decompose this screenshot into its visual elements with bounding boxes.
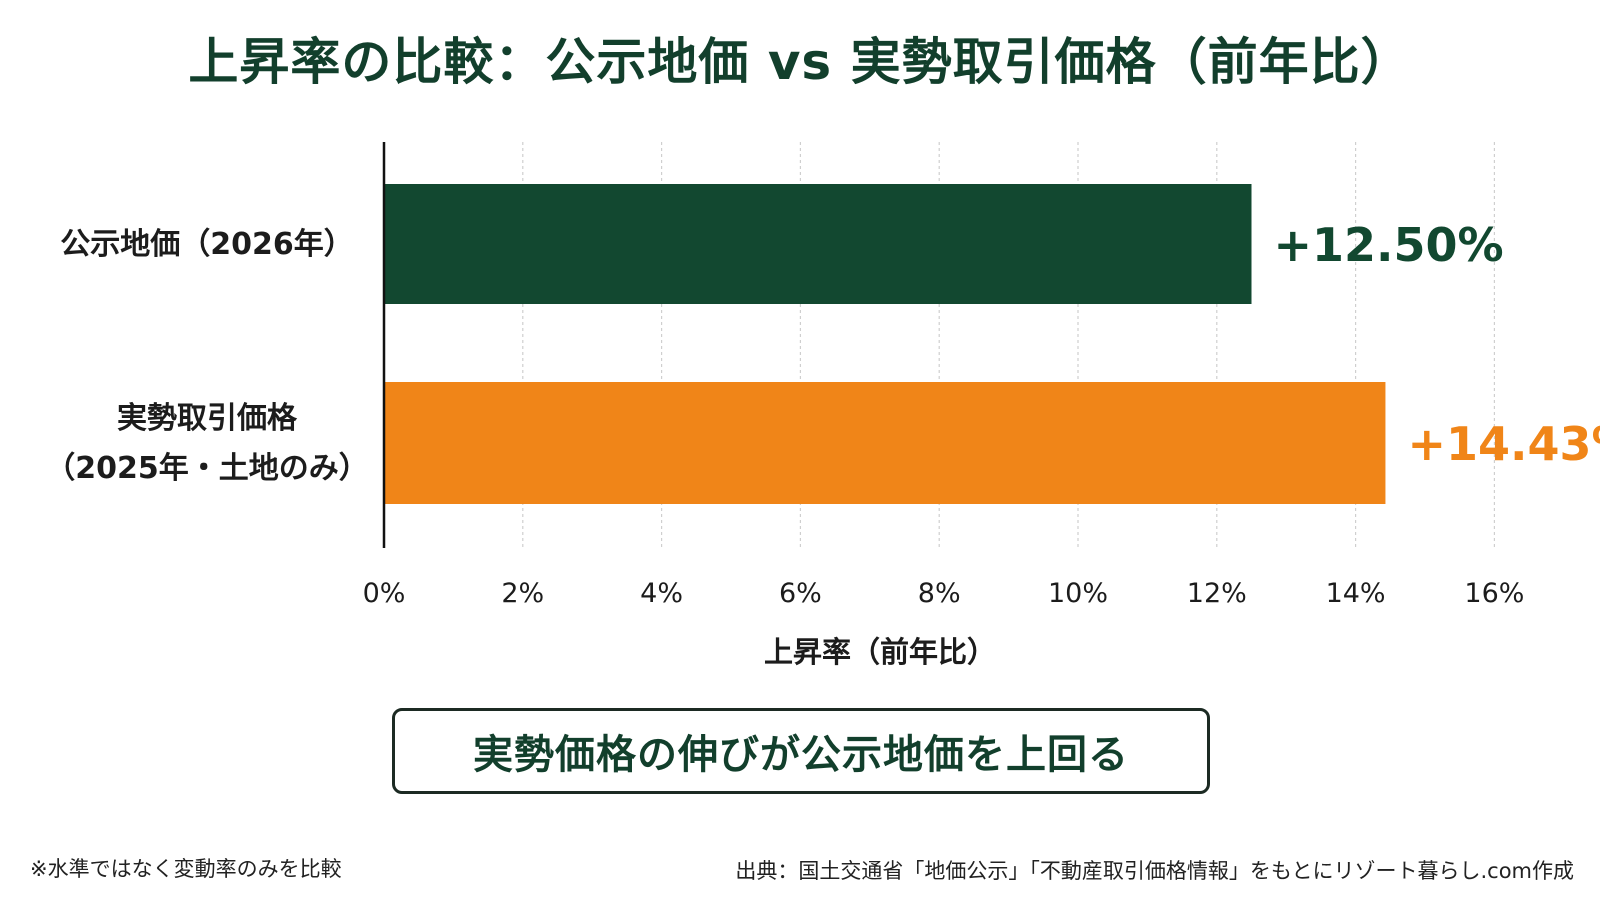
value-label: +12.50% [1274,218,1504,272]
x-tick-label: 12% [1187,578,1247,609]
value-label: +14.43% [1407,417,1600,471]
x-tick-label: 8% [918,578,961,609]
x-tick-label: 0% [363,578,406,609]
x-tick-label: 16% [1464,578,1524,609]
category-label: 公示地価（2026年） [60,227,354,262]
footnote: ※水準ではなく変動率のみを比較 [30,857,342,881]
source-note: 出典：国土交通省「地価公示」「不動産取引価格情報」をもとにリゾート暮らし.com… [735,859,1574,883]
value-labels: +12.50% +14.43% [1274,218,1600,471]
bar-chart: 公示地価（2026年） 実勢取引価格 （2025年・土地のみ） +12.50% +14… [45,142,1600,669]
callout-text: 実勢価格の伸びが公示地価を上回る [473,732,1129,778]
chart-title: 上昇率の比較：公示地価 vs 実勢取引価格（前年比） [188,33,1412,91]
x-tick-label: 14% [1326,578,1386,609]
x-tick-label: 10% [1048,578,1108,609]
category-labels: 公示地価（2026年） 実勢取引価格 （2025年・土地のみ） [45,227,369,486]
x-tick-label: 6% [779,578,822,609]
callout-box: 実勢価格の伸びが公示地価を上回る [392,708,1210,794]
category-label: 実勢取引価格 [117,401,298,436]
bars [384,184,1386,504]
x-tick-label: 2% [501,578,544,609]
x-tick-label: 4% [640,578,683,609]
bar-2 [384,382,1386,504]
bar-1 [384,184,1252,304]
x-axis-label: 上昇率（前年比） [764,635,996,669]
x-axis-ticks: 0% 2% 4% 6% 8% 10% 12% 14% 16% [363,578,1525,609]
category-label: （2025年・土地のみ） [45,451,369,486]
